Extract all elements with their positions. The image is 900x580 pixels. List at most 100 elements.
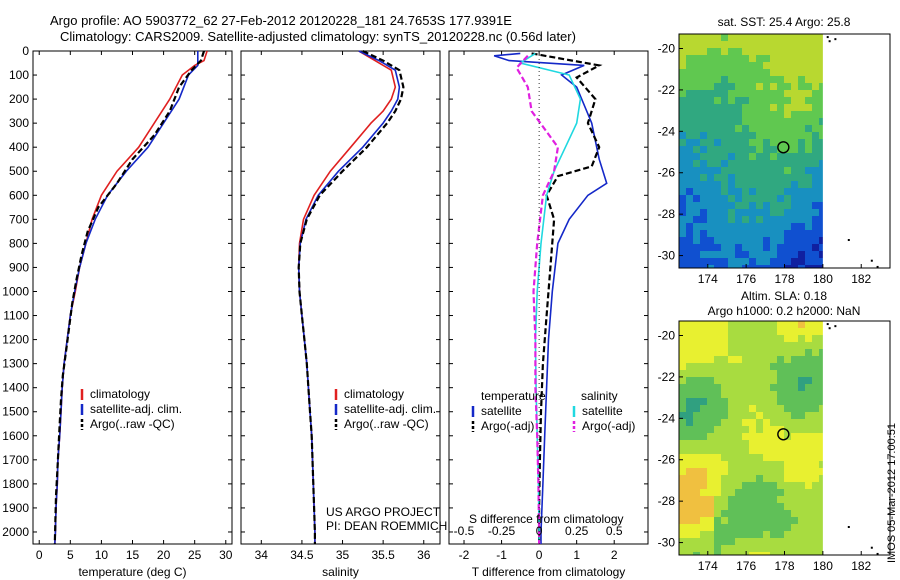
map-cell (714, 34, 721, 41)
map-cell (721, 62, 728, 69)
map-cell (791, 62, 798, 69)
map-cell (812, 335, 819, 342)
map-cell (805, 41, 812, 48)
map-cell (798, 55, 805, 62)
map-cell (679, 489, 686, 496)
map-cell (812, 391, 819, 398)
map-cell (735, 216, 742, 223)
map-cell (700, 132, 707, 139)
map-cell (756, 230, 763, 237)
map-cell (791, 356, 798, 363)
map-cell (812, 531, 819, 538)
land-point (828, 327, 831, 330)
map-cell (728, 83, 735, 90)
map-cell (728, 454, 735, 461)
map-cell (721, 167, 728, 174)
map-cell (735, 538, 742, 545)
map-cell (798, 83, 805, 90)
map-cell (784, 167, 791, 174)
map-cell (770, 258, 777, 265)
map-cell (819, 223, 823, 230)
map-cell (763, 195, 770, 202)
map-cell (819, 370, 823, 377)
map-cell (756, 118, 763, 125)
map-cell (791, 496, 798, 503)
map-cell (714, 545, 721, 552)
map-cell (686, 433, 693, 440)
argo-position-marker (777, 428, 790, 441)
map-cell (749, 188, 756, 195)
map-cell (714, 377, 721, 384)
map-cell (763, 97, 770, 104)
map-cell (735, 237, 742, 244)
map-cell (728, 97, 735, 104)
map-cell (686, 41, 693, 48)
map-cell (714, 398, 721, 405)
map-cell (721, 321, 728, 328)
map-cell (784, 251, 791, 258)
map-cell (700, 370, 707, 377)
y-tick-label: 300 (9, 116, 29, 130)
map-cell (798, 370, 805, 377)
map-cell (700, 335, 707, 342)
map-cell (700, 419, 707, 426)
map-cell (735, 447, 742, 454)
map-cell (777, 510, 784, 517)
map-cell (756, 524, 763, 531)
map-cell (728, 552, 735, 555)
map-cell (749, 517, 756, 524)
map-cell (798, 41, 805, 48)
map-cell (812, 433, 819, 440)
map-cell (805, 321, 812, 328)
map-cell (742, 538, 749, 545)
map-cell (805, 503, 812, 510)
map-cell (693, 433, 700, 440)
map-cell (763, 62, 770, 69)
map-cell (812, 370, 819, 377)
map-cell (791, 412, 798, 419)
map-cell (770, 83, 777, 90)
map-cell (679, 258, 686, 265)
map-cell (791, 167, 798, 174)
map-cell (819, 503, 823, 510)
map-cell (728, 216, 735, 223)
map-cell (749, 398, 756, 405)
map-cell (791, 48, 798, 55)
map-cell (770, 125, 777, 132)
map-cell (728, 167, 735, 174)
map-cell (812, 209, 819, 216)
map-cell (819, 251, 823, 258)
map-cell (812, 517, 819, 524)
map-cell (728, 48, 735, 55)
map-cell (819, 356, 823, 363)
map-cell (693, 468, 700, 475)
map-cell (742, 496, 749, 503)
map-cell (756, 440, 763, 447)
x-tick-label: 25 (188, 548, 202, 562)
map-cell (679, 41, 686, 48)
map-cell (791, 76, 798, 83)
map-cell (728, 258, 735, 265)
map-cell (707, 139, 714, 146)
s-diff-axis-label: S difference from climatology (469, 512, 624, 526)
map-cell (721, 139, 728, 146)
map-cell (714, 160, 721, 167)
map-cell (679, 202, 686, 209)
map-cell (770, 419, 777, 426)
map-cell (749, 76, 756, 83)
map-cell (693, 545, 700, 552)
map-cell (693, 76, 700, 83)
map-cell (693, 405, 700, 412)
map-cell (784, 34, 791, 41)
map-cell (707, 216, 714, 223)
map-cell (735, 510, 742, 517)
map-cell (819, 405, 823, 412)
map-cell (749, 468, 756, 475)
map-cell (812, 174, 819, 181)
map-cell (728, 202, 735, 209)
map-cell (749, 41, 756, 48)
map-cell (784, 230, 791, 237)
map-cell (742, 377, 749, 384)
land-point (870, 546, 873, 549)
map-cell (728, 384, 735, 391)
